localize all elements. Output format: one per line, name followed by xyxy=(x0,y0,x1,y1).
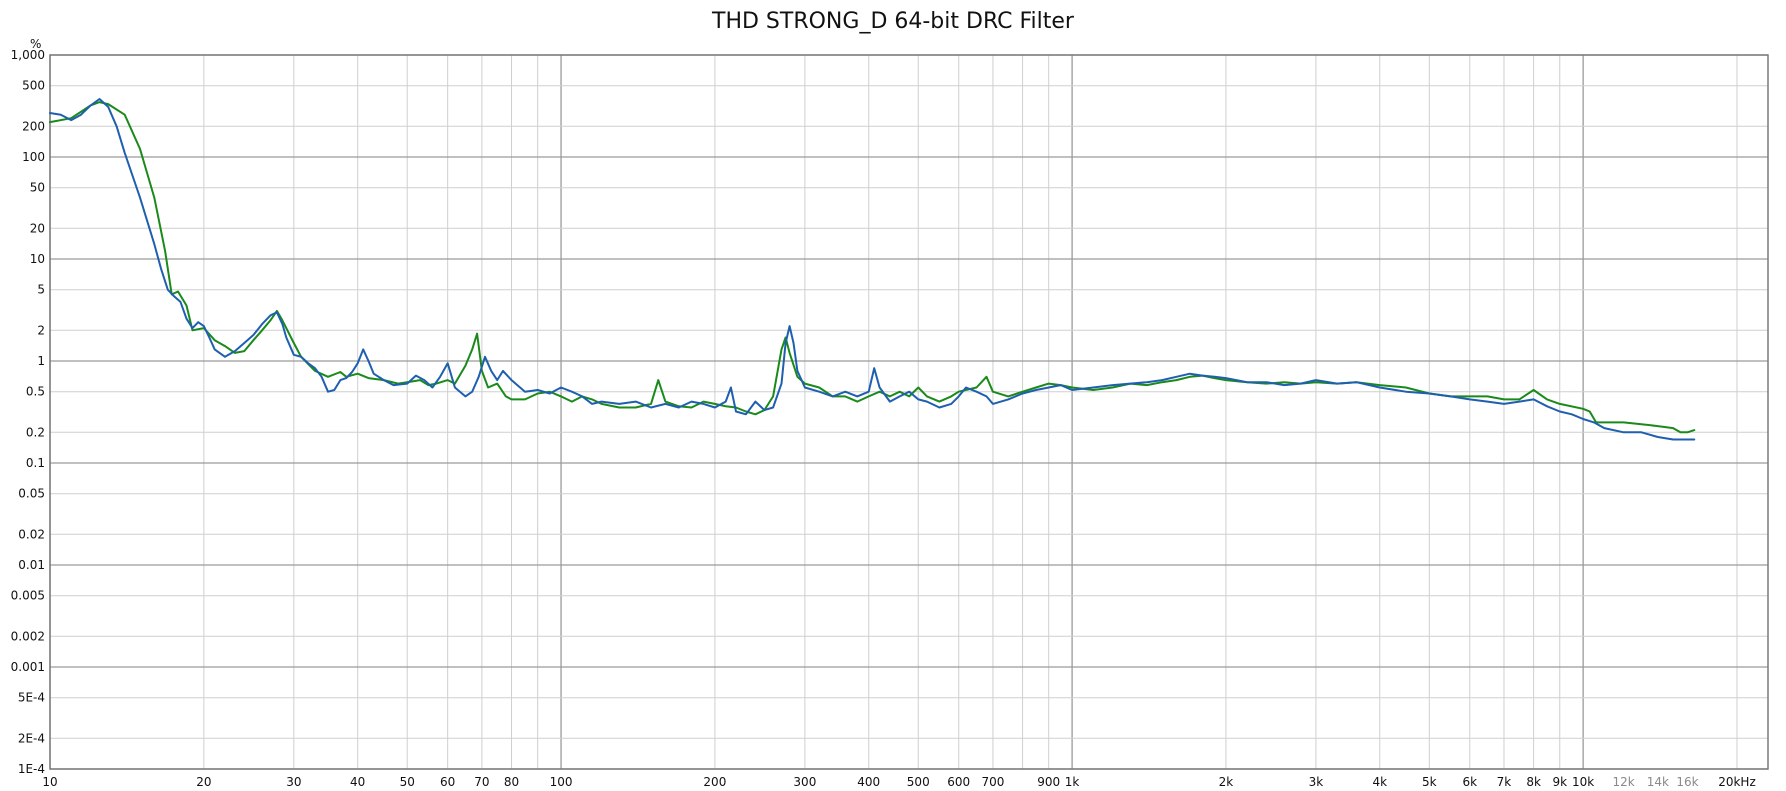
x-tick-label: 200 xyxy=(703,775,726,789)
x-tick-label: 70 xyxy=(474,775,489,789)
y-tick-label: 0.2 xyxy=(26,425,45,439)
y-tick-label: 0.002 xyxy=(11,629,45,643)
y-tick-label: 2E-4 xyxy=(18,731,45,745)
x-tick-label: 10 xyxy=(42,775,57,789)
x-tick-label: 4k xyxy=(1372,775,1387,789)
x-tick-label: 600 xyxy=(947,775,970,789)
y-tick-label: 0.001 xyxy=(11,660,45,674)
y-tick-label: 0.05 xyxy=(18,487,45,501)
y-tick-label: 0.01 xyxy=(18,558,45,572)
y-tick-label: 10 xyxy=(30,252,45,266)
x-tick-label: 400 xyxy=(857,775,880,789)
x-tick-label: 80 xyxy=(504,775,519,789)
y-axis-unit-label: % xyxy=(30,37,41,51)
x-tick-label: 30 xyxy=(286,775,301,789)
x-tick-label: 40 xyxy=(350,775,365,789)
y-tick-label: 0.02 xyxy=(18,527,45,541)
x-tick-label: 60 xyxy=(440,775,455,789)
y-tick-label: 20 xyxy=(30,221,45,235)
x-tick-label: 16k xyxy=(1676,775,1698,789)
series-layer xyxy=(49,98,1696,441)
x-tick-labels: 10 20 30 40 50 60 70 80 100 200 300 400 500 600 700 900… xyxy=(42,775,1755,789)
x-tick-label: 2k xyxy=(1219,775,1234,789)
chart-title: THD STRONG_D 64-bit DRC Filter xyxy=(711,9,1075,34)
x-tick-label: 20kHz xyxy=(1718,775,1756,789)
y-tick-label: 200 xyxy=(22,119,45,133)
x-tick-label: 3k xyxy=(1309,775,1324,789)
y-tick-label: 500 xyxy=(22,79,45,93)
y-tick-label: 0.1 xyxy=(26,456,45,470)
y-tick-label: 0.005 xyxy=(11,589,45,603)
x-tick-label: 14k xyxy=(1647,775,1669,789)
y-tick-label: 0.5 xyxy=(26,385,45,399)
x-tick-label: 6k xyxy=(1462,775,1477,789)
y-tick-label: 2 xyxy=(37,323,45,337)
x-tick-label: 10k xyxy=(1572,775,1594,789)
x-tick-label: 700 xyxy=(981,775,1004,789)
x-tick-label: 300 xyxy=(793,775,816,789)
y-tick-label: 1,000 xyxy=(11,48,45,62)
y-tick-label: 1E-4 xyxy=(18,762,45,776)
x-tick-label: 500 xyxy=(907,775,930,789)
x-tick-label: 900 xyxy=(1037,775,1060,789)
plot-frame xyxy=(49,54,1769,770)
y-tick-label: 1 xyxy=(37,354,45,368)
series-line-2 xyxy=(49,98,1696,441)
y-tick-label: 5 xyxy=(37,283,45,297)
y-tick-label: 50 xyxy=(30,181,45,195)
x-tick-label: 9k xyxy=(1552,775,1567,789)
x-tick-label: 1k xyxy=(1065,775,1080,789)
y-tick-label: 100 xyxy=(22,150,45,164)
y-tick-label: 5E-4 xyxy=(18,691,45,705)
x-tick-label: 50 xyxy=(400,775,415,789)
x-tick-label: 12k xyxy=(1612,775,1634,789)
x-tick-label: 8k xyxy=(1526,775,1541,789)
y-tick-labels: 1,000 500 200 100 50 20 10 5 2 1 0.5 0.2 0.1 0.05 0.02… xyxy=(11,48,45,776)
x-tick-label: 5k xyxy=(1422,775,1437,789)
grid-lines xyxy=(49,54,1768,770)
x-tick-label: 7k xyxy=(1497,775,1512,789)
x-tick-label: 20 xyxy=(196,775,211,789)
x-tick-label: 100 xyxy=(550,775,573,789)
